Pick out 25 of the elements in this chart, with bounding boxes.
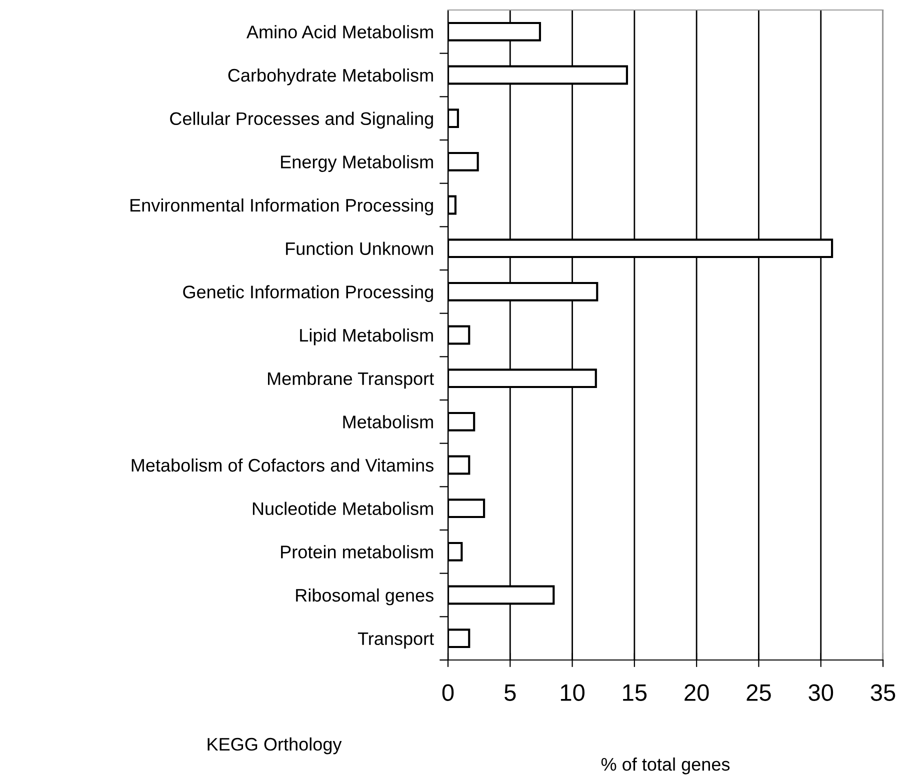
y-tick-label: Function Unknown bbox=[286, 242, 433, 256]
x-tick-label: 5 bbox=[504, 684, 516, 701]
y-tick-label: Metabolism bbox=[343, 415, 433, 428]
x-tick-label: 30 bbox=[808, 684, 834, 701]
y-tick-label: Nucleotide Metabolism bbox=[252, 502, 433, 516]
y-tick-label: Cellular Processes and Signaling bbox=[170, 112, 433, 129]
y-tick-label: Lipid Metabolism bbox=[300, 328, 433, 346]
x-axis-title: % of total genes bbox=[601, 758, 730, 774]
y-tick-label: Ribosomal genes bbox=[296, 588, 434, 606]
y-tick-label: Genetic Information Processing bbox=[183, 285, 433, 302]
y-tick-label: Carbohydrate Metabolism bbox=[228, 68, 433, 86]
y-tick-label: Membrane Transport bbox=[268, 372, 434, 389]
x-tick-label: 20 bbox=[684, 684, 709, 701]
x-tick-label: 0 bbox=[442, 684, 454, 701]
x-tick-label: 25 bbox=[746, 684, 771, 701]
y-tick-label: Energy Metabolism bbox=[281, 155, 433, 172]
y-axis-title: KEGG Orthology bbox=[208, 737, 342, 754]
x-tick-label: 35 bbox=[870, 684, 896, 701]
x-tick-label: 10 bbox=[560, 684, 584, 701]
y-tick-label: Protein metabolism bbox=[281, 545, 433, 558]
y-tick-label: Amino Acid Metabolism bbox=[246, 25, 433, 38]
y-tick-label: Metabolism of Cofactors and Vitamins bbox=[132, 458, 434, 472]
x-tick-label: 15 bbox=[623, 684, 647, 701]
y-tick-label: Transport bbox=[358, 632, 434, 649]
y-tick-label: Environmental Information Processing bbox=[130, 198, 433, 216]
